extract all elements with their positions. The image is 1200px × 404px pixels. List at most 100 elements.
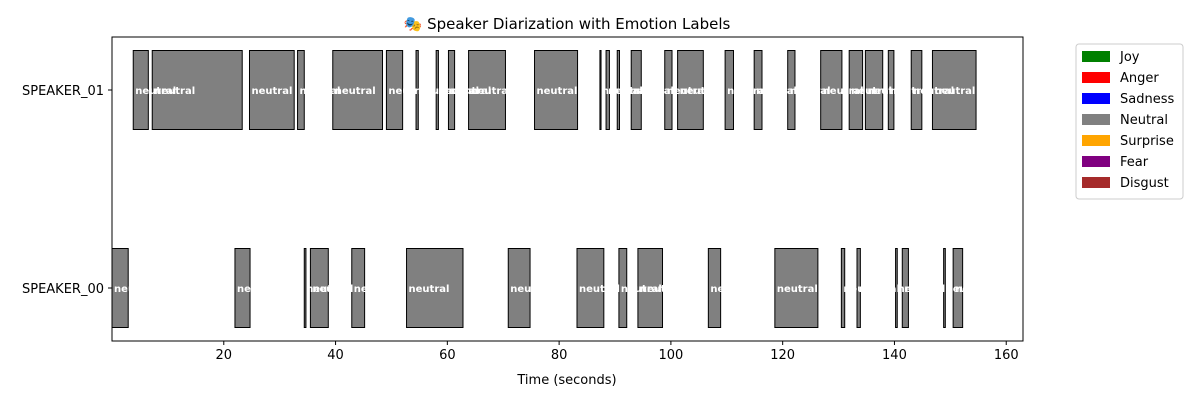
x-axis: 20 40 60 80 100 120 140 160	[216, 341, 1019, 363]
segment-bar	[931, 50, 977, 130]
segment-label: neutral	[510, 284, 551, 295]
segment-bar	[901, 248, 909, 328]
segment-bar	[887, 50, 895, 130]
segment-label: neutral	[438, 86, 479, 97]
y-axis: SPEAKER_01 SPEAKER_00	[22, 84, 112, 297]
segment-bar	[787, 50, 796, 130]
segment-label: neutral	[640, 284, 681, 295]
plot-frame	[111, 36, 1024, 342]
segment-bar	[599, 50, 602, 130]
segment-bar	[616, 50, 620, 130]
segment-bar	[132, 50, 149, 130]
segment-label: neutral	[409, 284, 450, 295]
y-tick-label: SPEAKER_00	[22, 282, 104, 297]
segment-bar	[618, 248, 628, 328]
segment-bar	[415, 50, 419, 130]
segment-bar	[774, 248, 819, 328]
legend: Joy Anger Sadness Neutral Surprise Fear Disgus…	[1075, 43, 1184, 200]
segment-bar	[576, 248, 605, 328]
segment-label: neutral	[418, 86, 459, 97]
x-tick-label: 60	[439, 348, 456, 363]
segment-label: neutral	[633, 86, 674, 97]
x-tick-label: 120	[770, 348, 795, 363]
segment-label: neutral	[790, 86, 831, 97]
segment-label: neutral	[946, 284, 987, 295]
segment-label: neutral	[619, 86, 660, 97]
legend-label: Disgust	[1120, 176, 1169, 191]
segment-bar	[707, 248, 722, 328]
segment-bar	[309, 248, 329, 328]
segment-label: neutral	[727, 86, 768, 97]
segment-bar	[351, 248, 366, 328]
segment-bar	[856, 248, 861, 328]
segment-bar	[724, 50, 734, 130]
segment-label: neutral	[471, 86, 512, 97]
segment-bar	[677, 50, 704, 130]
segment-bar	[820, 50, 843, 130]
segment-bar	[234, 248, 251, 328]
segment-label: neutral	[608, 86, 649, 97]
segment-label: neutral	[154, 86, 195, 97]
x-axis-label: Time (seconds)	[516, 373, 616, 388]
segment-bar	[895, 248, 898, 328]
segment-bar	[952, 248, 964, 328]
segment-label: neutral	[913, 86, 954, 97]
legend-label: Fear	[1120, 155, 1149, 170]
legend-label: Sadness	[1120, 92, 1174, 107]
segment-bar	[664, 50, 673, 130]
segment-label: neutral	[823, 86, 864, 97]
segment-bar	[910, 50, 923, 130]
legend-swatch	[1082, 135, 1110, 146]
segment-label: neutral	[898, 284, 939, 295]
segments-layer	[111, 50, 977, 328]
legend-swatch	[1082, 177, 1110, 188]
segment-bar	[605, 50, 610, 130]
segment-bar	[840, 248, 846, 328]
segment-bar	[468, 50, 506, 130]
legend-label: Surprise	[1120, 134, 1174, 149]
segment-label: neutral	[114, 284, 155, 295]
segment-label: neutral	[388, 86, 429, 97]
x-tick-label: 20	[216, 348, 233, 363]
legend-swatch	[1082, 114, 1110, 125]
segment-bar	[943, 248, 946, 328]
legend-swatch	[1082, 51, 1110, 62]
segment-label: neutral	[777, 284, 818, 295]
segment-label: neutral	[667, 86, 708, 97]
segment-label: neutral	[306, 284, 347, 295]
segment-bar	[151, 50, 243, 130]
segment-label: neutral	[537, 86, 578, 97]
segment-label: neutral	[335, 86, 376, 97]
x-tick-label: 40	[327, 348, 344, 363]
segment-bar	[406, 248, 464, 328]
legend-label: Anger	[1120, 71, 1159, 86]
segment-label: neutral	[579, 284, 620, 295]
segment-bar	[534, 50, 579, 130]
x-tick-label: 160	[994, 348, 1019, 363]
segment-label: neutral	[859, 284, 900, 295]
segment-bar	[447, 50, 456, 130]
legend-swatch	[1082, 93, 1110, 104]
segment-label: neutral	[851, 86, 892, 97]
legend-swatch	[1082, 156, 1110, 167]
legend-label: Neutral	[1120, 113, 1168, 128]
segment-bar	[630, 50, 642, 130]
segment-bar	[848, 50, 864, 130]
x-tick-label: 140	[882, 348, 907, 363]
segment-label: neutral	[955, 284, 996, 295]
segment-label: neutral	[756, 86, 797, 97]
segment-label: neutral	[621, 284, 662, 295]
y-tick-label: SPEAKER_01	[22, 84, 104, 99]
segment-label: neutral	[867, 86, 908, 97]
segment-bar	[753, 50, 763, 130]
segment-label: neutral	[843, 284, 884, 295]
segment-label: neutral	[135, 86, 176, 97]
segment-label: neutral	[934, 86, 975, 97]
segment-bar	[303, 248, 307, 328]
segment-label: neutral	[680, 86, 721, 97]
segment-bar	[864, 50, 884, 130]
segment-label: neutral	[710, 284, 751, 295]
